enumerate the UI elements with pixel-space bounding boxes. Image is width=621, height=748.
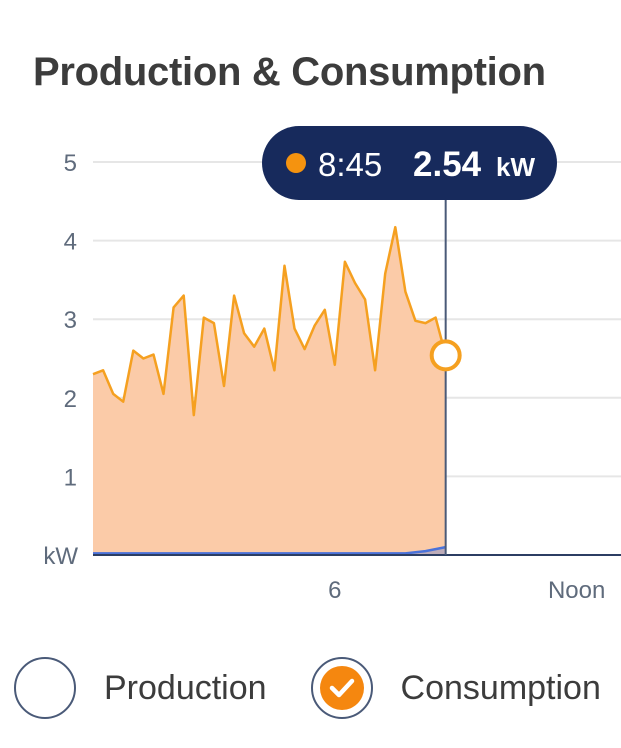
legend-item-production[interactable]: Production bbox=[14, 657, 267, 719]
legend-label-consumption: Consumption bbox=[400, 668, 601, 707]
consumption-line bbox=[92, 225, 447, 417]
legend-label-production: Production bbox=[104, 668, 267, 707]
chart-title: Production & Consumption bbox=[33, 50, 546, 94]
x-tick-labels: 6 Noon bbox=[328, 577, 605, 604]
y-tick-label: 1 bbox=[64, 464, 77, 491]
tooltip: 8:45 2.54 kW bbox=[262, 126, 557, 200]
x-tick-label: 6 bbox=[328, 577, 341, 604]
y-unit-label: kW bbox=[43, 543, 78, 570]
chart: 1 2 3 4 5 kW 6 Noon 8:45 2.54 kW bbox=[43, 126, 621, 604]
x-tick-label: Noon bbox=[548, 577, 605, 604]
consumption-area bbox=[93, 227, 446, 555]
production-line bbox=[93, 545, 446, 555]
tooltip-time: 8:45 bbox=[318, 146, 382, 183]
tooltip-series-dot bbox=[286, 153, 306, 173]
y-tick-label: 5 bbox=[64, 150, 77, 177]
tooltip-value: 2.54 bbox=[413, 145, 482, 184]
consumption-toggle[interactable] bbox=[310, 657, 373, 719]
production-toggle[interactable] bbox=[14, 657, 76, 719]
y-tick-label: 2 bbox=[64, 386, 77, 413]
cursor-marker[interactable] bbox=[429, 339, 462, 372]
legend-item-consumption[interactable]: Consumption bbox=[310, 657, 601, 719]
checkmark-icon bbox=[319, 666, 364, 710]
legend: Production Consumption bbox=[14, 652, 621, 724]
tooltip-unit: kW bbox=[496, 152, 535, 182]
tooltip-background bbox=[262, 126, 557, 200]
y-tick-label: 4 bbox=[64, 229, 77, 256]
y-tick-label: 3 bbox=[64, 307, 77, 334]
y-tick-labels: 1 2 3 4 5 kW bbox=[43, 150, 78, 570]
